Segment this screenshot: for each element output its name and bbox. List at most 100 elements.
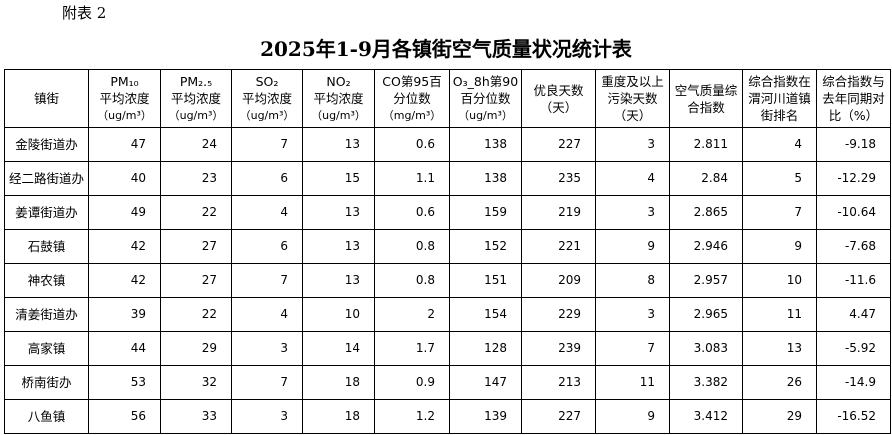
header-line: O₃_8h第90 bbox=[452, 74, 519, 89]
value-cell: 27 bbox=[160, 229, 232, 264]
column-header: 优良天数 （天） bbox=[521, 69, 596, 128]
value-cell: 22 bbox=[160, 297, 232, 332]
column-header: SO₂ 平均浓度 （ug/m³） bbox=[231, 69, 303, 128]
value-cell: 23 bbox=[160, 161, 232, 196]
page-title: 2025年1-9月各镇街空气质量状况统计表 bbox=[260, 37, 632, 61]
value-cell: 26 bbox=[742, 365, 817, 400]
value-cell: 0.6 bbox=[374, 195, 450, 230]
value-cell: 42 bbox=[88, 229, 161, 264]
value-cell: -12.29 bbox=[816, 161, 891, 196]
header-line: 去年同期对 bbox=[822, 91, 885, 106]
header-line: 平均浓度 bbox=[170, 91, 221, 106]
header-line: 分位数 bbox=[393, 91, 431, 106]
header-line: （ug/m³） bbox=[311, 109, 366, 122]
town-name-cell: 神农镇 bbox=[4, 263, 89, 298]
value-cell: 2 bbox=[374, 297, 450, 332]
value-cell: 18 bbox=[302, 399, 375, 434]
value-cell: 4 bbox=[231, 297, 303, 332]
table-row: 姜谭街道办 49 22 4 13 0.6 159 219 3 2.865 7 -10.64 bbox=[4, 195, 891, 230]
value-cell: 227 bbox=[521, 127, 596, 162]
value-cell: 53 bbox=[88, 365, 161, 400]
column-header: PM₂.₅ 平均浓度 （ug/m³） bbox=[160, 69, 232, 128]
value-cell: 3.083 bbox=[669, 331, 743, 366]
column-header: 综合指数与 去年同期对 比（%） bbox=[816, 69, 891, 128]
value-cell: 11 bbox=[595, 365, 670, 400]
value-cell: 13 bbox=[302, 127, 375, 162]
value-cell: -5.92 bbox=[816, 331, 891, 366]
header-line: 平均浓度 bbox=[313, 91, 364, 106]
town-name-cell: 高家镇 bbox=[4, 331, 89, 366]
value-cell: 7 bbox=[231, 127, 303, 162]
value-cell: 4 bbox=[595, 161, 670, 196]
header-line: 合指数 bbox=[687, 99, 725, 115]
header-line: NO₂ bbox=[326, 74, 351, 89]
header-line: （mg/m³） bbox=[382, 109, 442, 122]
value-cell: -9.18 bbox=[816, 127, 891, 162]
value-cell: 4 bbox=[231, 195, 303, 230]
value-cell: 7 bbox=[231, 263, 303, 298]
value-cell: 33 bbox=[160, 399, 232, 434]
table-row: 金陵街道办 47 24 7 13 0.6 138 227 3 2.811 4 -9.18 bbox=[4, 127, 891, 162]
value-cell: 152 bbox=[449, 229, 522, 264]
value-cell: 2.957 bbox=[669, 263, 743, 298]
value-cell: 22 bbox=[160, 195, 232, 230]
table-row: 高家镇 44 29 3 14 1.7 128 239 7 3.083 13 -5.92 bbox=[4, 331, 891, 366]
header-line: 渭河川道镇 bbox=[748, 91, 811, 106]
value-cell: 14 bbox=[302, 331, 375, 366]
value-cell: 2.811 bbox=[669, 127, 743, 162]
value-cell: 138 bbox=[449, 161, 522, 196]
value-cell: 3 bbox=[595, 195, 670, 230]
value-cell: 219 bbox=[521, 195, 596, 230]
value-cell: 239 bbox=[521, 331, 596, 366]
header-line: 街排名 bbox=[760, 108, 799, 123]
value-cell: 2.946 bbox=[669, 229, 743, 264]
value-cell: 13 bbox=[302, 229, 375, 264]
table-row: 清姜街道办 39 22 4 10 2 154 229 3 2.965 11 4.47 bbox=[4, 297, 891, 332]
column-header: 空气质量综 合指数 bbox=[669, 69, 743, 128]
value-cell: 42 bbox=[88, 263, 161, 298]
value-cell: 1.1 bbox=[374, 161, 450, 196]
value-cell: 7 bbox=[231, 365, 303, 400]
value-cell: 2.865 bbox=[669, 195, 743, 230]
value-cell: 10 bbox=[742, 263, 817, 298]
header-line: 污染天数 bbox=[607, 91, 658, 106]
town-name-cell: 经二路街道办 bbox=[4, 161, 89, 196]
header-line: 镇街 bbox=[33, 91, 59, 106]
header-line: SO₂ bbox=[255, 74, 279, 89]
table-row: 经二路街道办 40 23 6 15 1.1 138 235 4 2.84 5 -12.29 bbox=[4, 161, 891, 196]
value-cell: 3 bbox=[231, 399, 303, 434]
town-name-cell: 清姜街道办 bbox=[4, 297, 89, 332]
column-header: 综合指数在渭河川道镇街排名 bbox=[742, 69, 817, 128]
value-cell: 0.6 bbox=[374, 127, 450, 162]
value-cell: 7 bbox=[742, 195, 817, 230]
value-cell: -14.9 bbox=[816, 365, 891, 400]
table-row: 桥南街办 53 32 7 18 0.9 147 213 11 3.382 26 -14.9 bbox=[4, 365, 891, 400]
value-cell: 6 bbox=[231, 161, 303, 196]
air-quality-table: 镇街 PM₁₀ 平均浓度 （ug/m³） PM₂.₅ 平均浓度 （ug/m³） SO₂ 平均浓度… bbox=[4, 69, 891, 434]
value-cell: 235 bbox=[521, 161, 596, 196]
header-line: 综合指数在 bbox=[748, 74, 811, 89]
value-cell: 18 bbox=[302, 365, 375, 400]
header-line: （ug/m³） bbox=[168, 109, 224, 122]
value-cell: 229 bbox=[521, 297, 596, 332]
value-cell: 44 bbox=[88, 331, 161, 366]
value-cell: 4 bbox=[742, 127, 817, 162]
value-cell: 151 bbox=[449, 263, 522, 298]
column-header: O₃_8h第90 百分位数 （ug/m³） bbox=[449, 69, 522, 128]
town-name-cell: 桥南街办 bbox=[4, 365, 89, 400]
value-cell: 221 bbox=[521, 229, 596, 264]
value-cell: 11 bbox=[742, 297, 817, 332]
column-header: 重度及以上 污染天数 （天） bbox=[595, 69, 670, 128]
value-cell: 8 bbox=[595, 263, 670, 298]
value-cell: 13 bbox=[302, 195, 375, 230]
value-cell: 0.8 bbox=[374, 229, 450, 264]
value-cell: 3 bbox=[231, 331, 303, 366]
value-cell: 227 bbox=[521, 399, 596, 434]
value-cell: 138 bbox=[449, 127, 522, 162]
table-row: 八鱼镇 56 33 3 18 1.2 139 227 9 3.412 29 -16.52 bbox=[4, 399, 891, 434]
header-line: 百分位数 bbox=[460, 91, 511, 106]
value-cell: 213 bbox=[521, 365, 596, 400]
table-row: 神农镇 42 27 7 13 0.8 151 209 8 2.957 10 -11.6 bbox=[4, 263, 891, 298]
value-cell: 128 bbox=[449, 331, 522, 366]
value-cell: 9 bbox=[742, 229, 817, 264]
